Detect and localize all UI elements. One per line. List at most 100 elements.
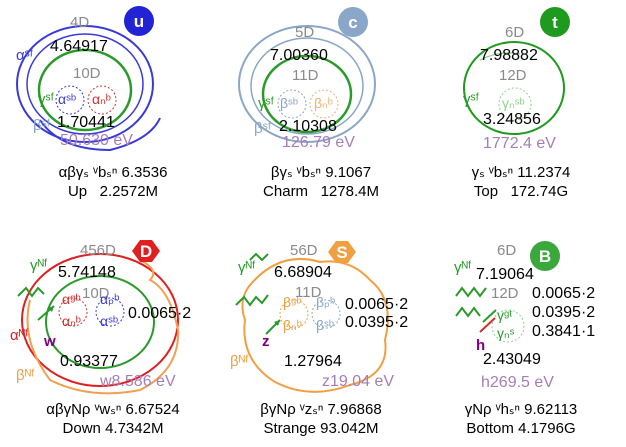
value-outer: 7.19064 bbox=[476, 266, 534, 283]
energy: w8.586 eV bbox=[99, 373, 176, 390]
side-label-beta: βˢᶠ bbox=[254, 120, 272, 137]
badge-S bbox=[328, 241, 356, 263]
badge-symbol: c bbox=[348, 13, 357, 32]
formula: γₛ ᵛbₛⁿ bbox=[471, 164, 514, 181]
outer-ring bbox=[238, 25, 376, 143]
value-inner: 1.70441 bbox=[57, 114, 115, 131]
formula: βγₛ ᵛbₛⁿ bbox=[270, 164, 322, 181]
middle-ring bbox=[261, 54, 353, 134]
inner-blob-b bbox=[309, 89, 339, 119]
particle-name: Top bbox=[473, 183, 499, 200]
formula-value: 7.96868 bbox=[327, 401, 382, 418]
formula-value: 9.62113 bbox=[524, 401, 578, 418]
inner-blob-b bbox=[87, 85, 117, 115]
inner-blob-a bbox=[277, 89, 307, 119]
badge-symbol: u bbox=[134, 12, 144, 31]
dim-outer: 4D bbox=[70, 14, 89, 31]
side-label-alpha: αˢᶠ bbox=[16, 47, 34, 64]
value-inner: 2.10308 bbox=[279, 118, 337, 135]
inner-glyph-2: αₚᵇ bbox=[100, 291, 119, 307]
arrow-line-green bbox=[482, 309, 497, 323]
value-outer: 4.64917 bbox=[50, 38, 108, 55]
inner-blob-b bbox=[311, 299, 341, 329]
formula-value: 6.3536 bbox=[121, 164, 168, 181]
dim-outer: 56D bbox=[290, 242, 318, 259]
outer-ring bbox=[463, 41, 565, 135]
inner-glyph-1: αˢᵇ bbox=[58, 91, 76, 107]
inner-blob bbox=[491, 309, 525, 343]
energy: 126.79 eV bbox=[282, 134, 355, 151]
side-label-w: w bbox=[43, 333, 56, 350]
energy: 50.630 eV bbox=[60, 132, 133, 149]
value-inner: 0.93377 bbox=[60, 353, 118, 370]
side-label-h: h bbox=[476, 337, 485, 354]
inner-glyph-3: αₙᵇ bbox=[62, 313, 81, 329]
value-inner: 1.27964 bbox=[284, 353, 342, 370]
middle-ring bbox=[45, 275, 155, 369]
inner-blob-a bbox=[279, 299, 309, 329]
dim-outer: 5D bbox=[295, 24, 314, 41]
badge-symbol: D bbox=[140, 242, 152, 261]
particle-mass: 4.1796G bbox=[518, 420, 576, 437]
green-wiggle bbox=[235, 294, 269, 307]
inner-glyph-3: βₙᵇ bbox=[283, 317, 302, 333]
outer-ring-2 bbox=[250, 37, 364, 135]
inner-glyph-1: βᵍᵇ bbox=[283, 294, 302, 310]
inner-glyph-1: γₙˢᵇ bbox=[502, 95, 525, 111]
formula: αβγNρ ᵛwₛⁿ bbox=[46, 401, 122, 418]
panel-c: 5D 11D 7.00360 2.10308 126.79 eV γˢᶠ βˢᶠ… bbox=[238, 7, 376, 151]
blue-arc bbox=[39, 117, 161, 152]
caption-c: βγₛ ᵛbₛⁿ 9.1067 Charm 1278.4M bbox=[218, 163, 424, 201]
outer-ring bbox=[21, 253, 179, 387]
particle-mass: 2.2572M bbox=[99, 183, 159, 200]
dim-outer: 6D bbox=[505, 24, 524, 41]
panel-u: 4D 10D 4.64917 1.70441 50.630 eV αˢᶠ γˢᶠ… bbox=[16, 6, 161, 152]
particle-name: Strange bbox=[263, 420, 316, 437]
side-label-alpha: αᴺᶠ bbox=[10, 327, 29, 344]
green-wiggle bbox=[17, 286, 45, 298]
side-label-z: z bbox=[262, 333, 270, 350]
value-outer: 7.00360 bbox=[270, 47, 328, 64]
particle-name: Bottom bbox=[466, 420, 514, 437]
badge-D bbox=[132, 240, 160, 262]
formula-value: 9.1067 bbox=[325, 164, 372, 181]
energy: 1772.4 eV bbox=[483, 135, 556, 152]
formula: βγNρ ᵛzₛⁿ bbox=[260, 401, 324, 418]
inner-blob bbox=[498, 87, 532, 121]
side-label-beta: βˢᶠ bbox=[33, 117, 51, 134]
dim-inner: 10D bbox=[73, 65, 101, 82]
badge-symbol: t bbox=[552, 13, 558, 32]
formula-value: 6.67524 bbox=[125, 401, 180, 418]
light-arc bbox=[479, 52, 521, 61]
dim-outer: 6D bbox=[497, 242, 516, 259]
inner-glyph-2: βₙᵇ bbox=[314, 95, 333, 111]
formula-value: 11.2374 bbox=[517, 164, 571, 181]
panel-t: 6D 12D 7.98882 3.24856 1772.4 eV γˢᶠ γₙˢ… bbox=[463, 7, 570, 152]
side-label-gamma: γᴺᶠ bbox=[30, 257, 48, 274]
badge-B bbox=[530, 241, 560, 271]
inner-blob-a bbox=[55, 85, 85, 115]
inner-glyph-2: γₙˢ bbox=[497, 325, 515, 341]
inner-glyph-2: βₚᵇ bbox=[316, 294, 335, 310]
value-outer: 6.68904 bbox=[274, 264, 332, 281]
formula: γNρ ᵛhₛⁿ bbox=[464, 401, 520, 418]
value-inner: 3.24856 bbox=[483, 111, 541, 128]
inner-glyph-4: αˢᵇ bbox=[100, 313, 118, 329]
side-label-gamma: γˢᶠ bbox=[258, 95, 275, 112]
orange-wave bbox=[26, 259, 180, 395]
badge-u bbox=[124, 6, 154, 36]
side-label-gamma: γᴺᶠ bbox=[238, 259, 256, 276]
side-label-gamma: γᴺᶠ bbox=[454, 259, 472, 276]
arrow-head bbox=[48, 306, 54, 312]
outer-wave bbox=[241, 258, 389, 393]
panel-S: 56D 11D 6.68904 1.27964 z19.04 eV 0.0065… bbox=[230, 241, 408, 393]
badge-c bbox=[338, 7, 368, 37]
caption-u: αβγₛ ᵛbₛⁿ 6.3536 Up 2.2572M bbox=[10, 163, 216, 201]
value-inner: 2.43049 bbox=[483, 351, 541, 368]
dim-inner: 11D bbox=[292, 67, 319, 84]
particle-name: Charm bbox=[263, 183, 309, 200]
value-outer: 7.98882 bbox=[480, 47, 538, 64]
coupling-1: 0.0065·2 bbox=[128, 305, 191, 322]
particle-mass: 1278.4M bbox=[320, 183, 379, 200]
